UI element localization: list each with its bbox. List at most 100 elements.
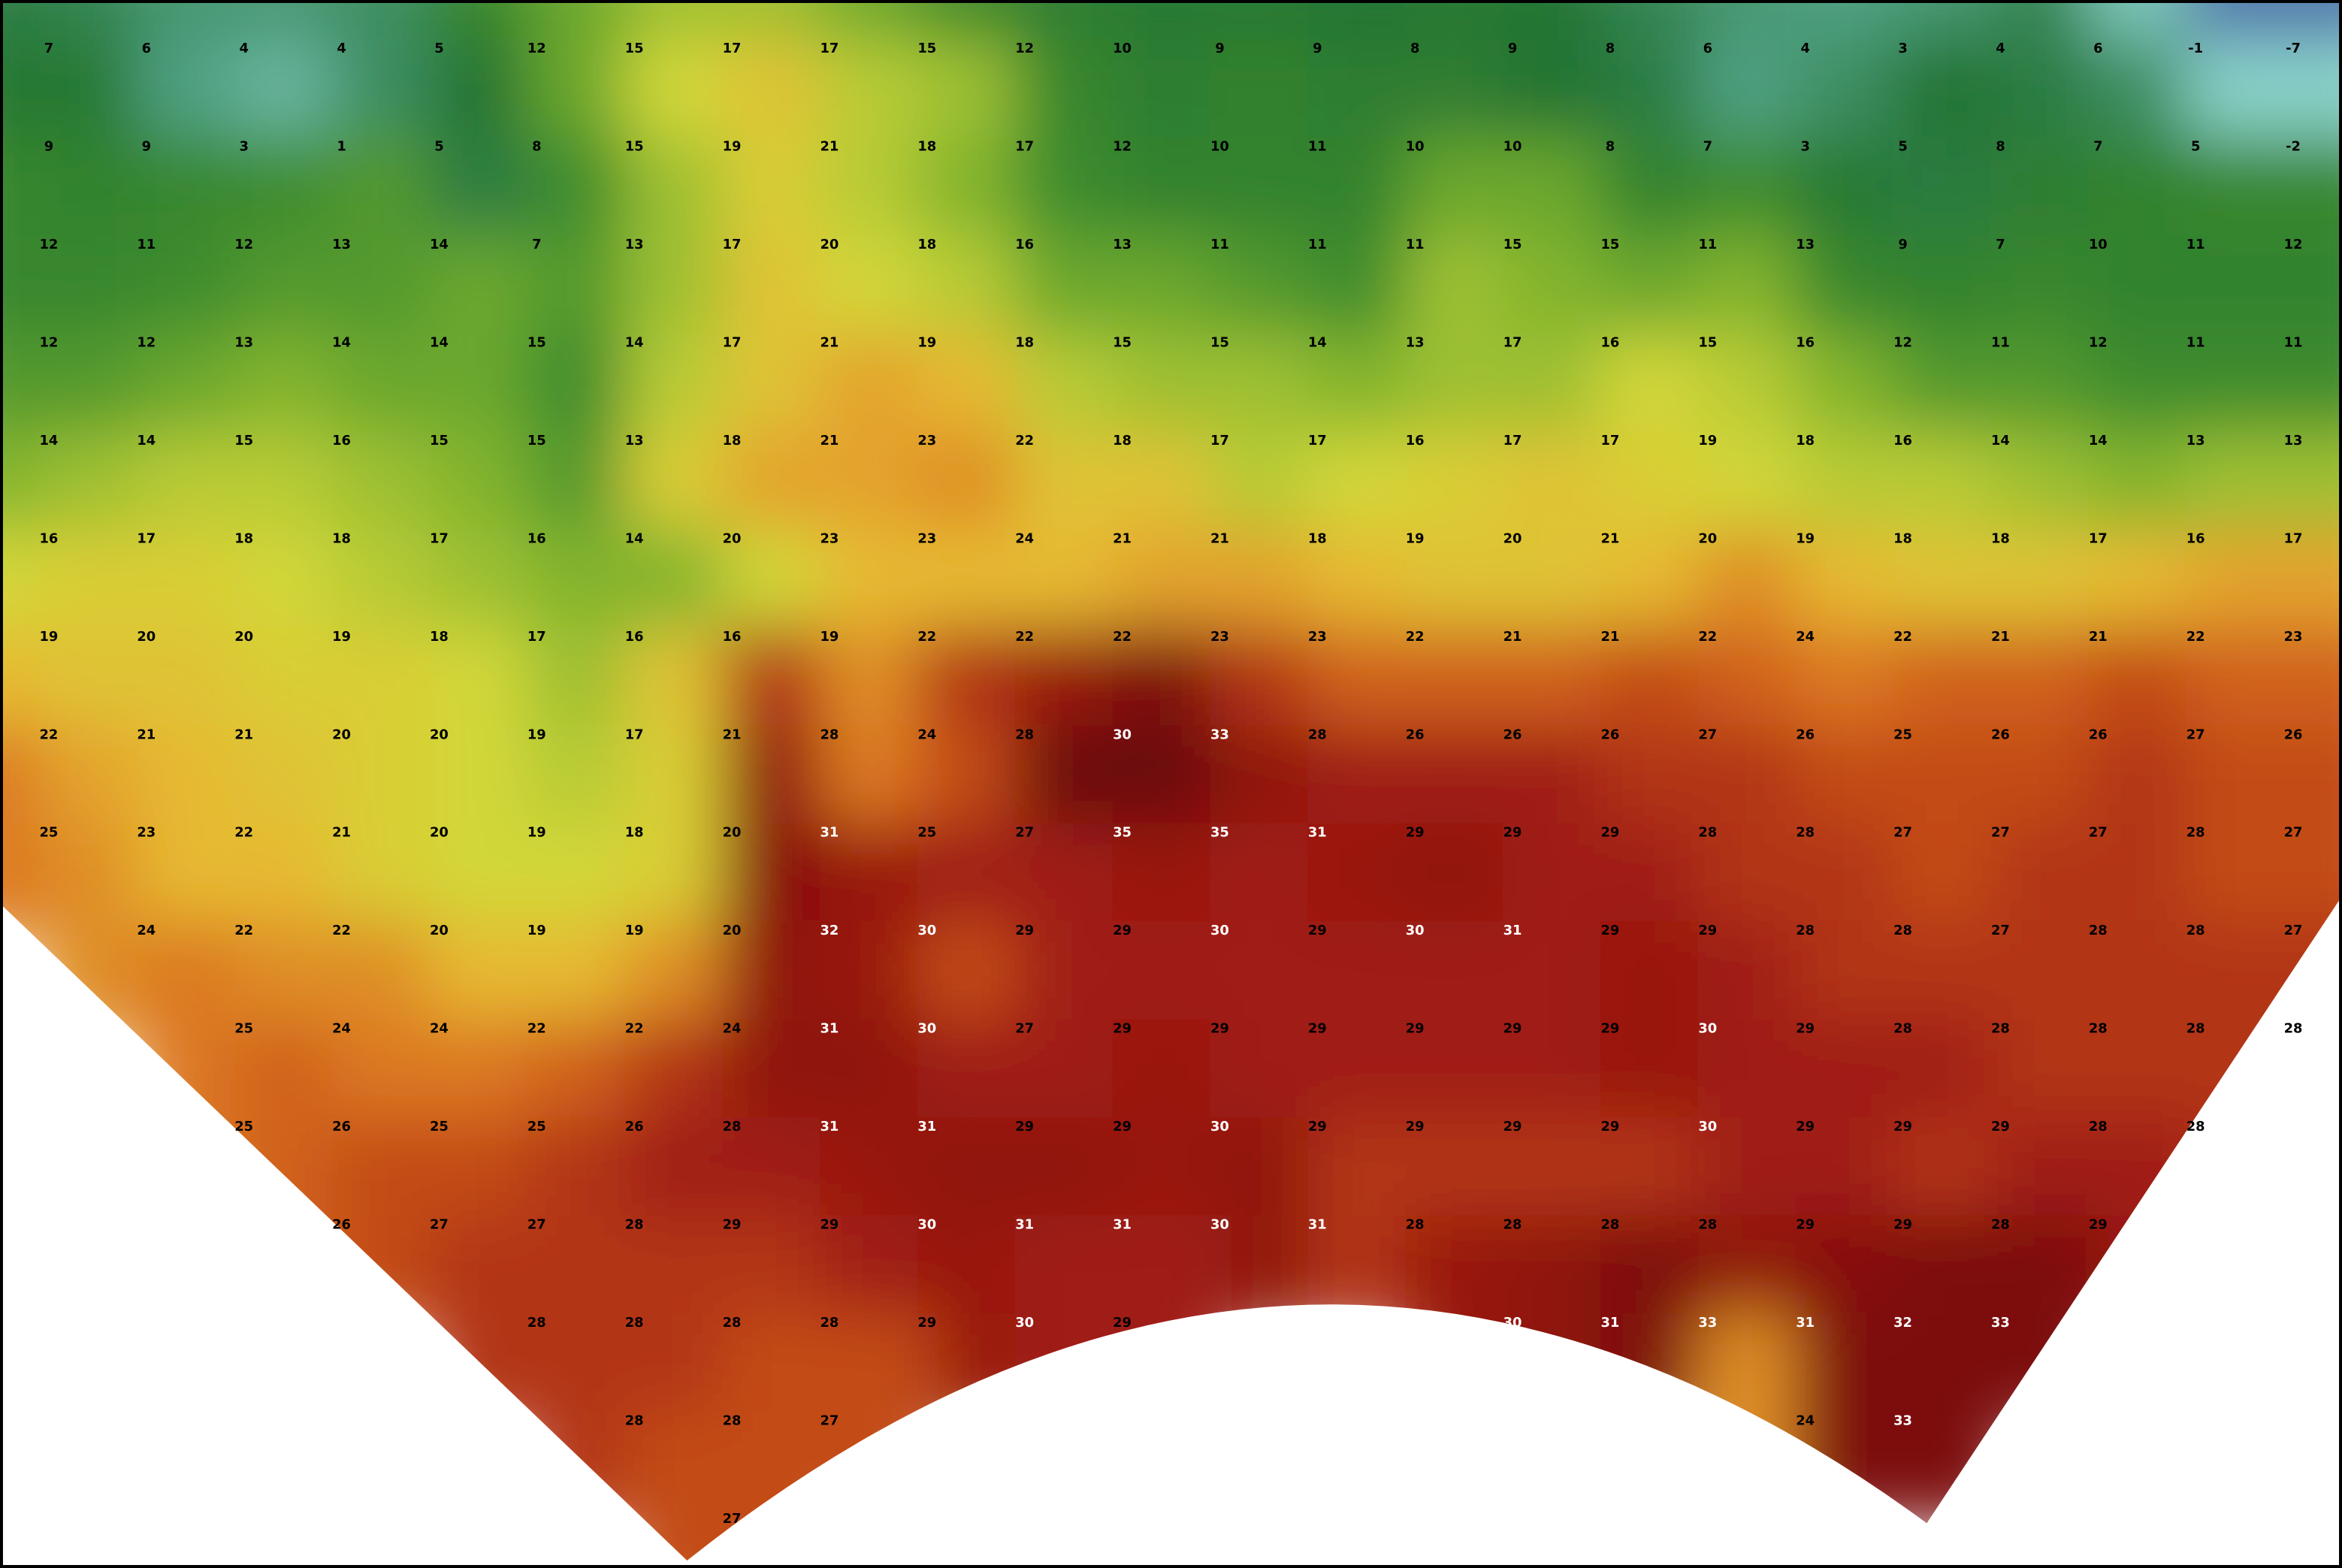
temperature-label: 28	[2186, 1021, 2205, 1037]
temperature-label: 23	[2284, 629, 2303, 645]
temperature-label: 15	[1113, 335, 1132, 351]
temperature-label: 8	[1606, 139, 1615, 155]
temperature-label: 29	[1113, 923, 1132, 938]
temperature-label: 29	[1600, 825, 1619, 841]
temperature-label: 28	[2089, 1119, 2108, 1134]
temperature-label: 9	[1313, 41, 1322, 56]
temperature-label: 6	[2093, 41, 2102, 56]
temperature-label: 28	[1796, 923, 1815, 938]
temperature-label: 8	[532, 139, 541, 155]
temperature-label: 28	[625, 1315, 644, 1331]
temperature-label: 15	[430, 433, 449, 449]
temperature-label: 27	[1991, 825, 2010, 841]
temperature-label: 17	[1503, 335, 1522, 351]
temperature-label: 28	[1796, 825, 1815, 841]
temperature-label: 11	[2186, 335, 2205, 351]
temperature-label: 9	[44, 139, 53, 155]
temperature-label: 12	[2284, 237, 2303, 252]
temperature-label: 29	[917, 1315, 936, 1331]
temperature-label: 13	[2284, 433, 2303, 449]
temperature-label: 5	[2191, 139, 2200, 155]
temperature-label: 17	[723, 237, 742, 252]
temperature-label: 30	[1406, 923, 1425, 938]
temperature-label: 20	[820, 237, 839, 252]
temperature-label: 28	[723, 1412, 742, 1428]
temperature-label: 21	[820, 335, 839, 351]
temperature-label: 27	[2284, 825, 2303, 841]
temperature-label: 26	[332, 1216, 351, 1232]
temperature-label: 24	[1796, 1412, 1815, 1428]
temperature-label: 28	[2089, 1021, 2108, 1037]
temperature-label: 28	[1015, 727, 1034, 742]
temperature-label: 31	[1308, 1216, 1327, 1232]
temperature-label: 23	[1210, 629, 1229, 645]
temperature-labels: 7 6 4 4 5 12 15 17 17 15 12 10 9 9 8 9 8 6 4 3 4 6 -1 -79 9 3 1 5 8 1…	[39, 41, 2302, 1527]
temperature-label: 14	[2089, 433, 2108, 449]
temperature-label: 17	[1600, 433, 1619, 449]
temperature-label: 11	[1406, 237, 1425, 252]
temperature-label: -7	[2286, 41, 2301, 56]
temperature-label: 15	[917, 41, 936, 56]
temperature-label: 29	[1406, 1021, 1425, 1037]
temperature-label: 28	[1600, 1216, 1619, 1232]
temperature-label: 10	[1113, 41, 1132, 56]
temperature-label: 15	[625, 139, 644, 155]
temperature-label: 20	[1698, 530, 1717, 546]
temperature-label: 29	[1893, 1216, 1912, 1232]
temperature-label: 19	[527, 923, 546, 938]
temperature-label: 21	[1113, 530, 1132, 546]
temperature-label: 11	[1308, 139, 1327, 155]
temperature-label: 6	[142, 41, 151, 56]
temperature-label: 21	[820, 433, 839, 449]
temperature-label: 17	[723, 335, 742, 351]
temperature-label: 19	[1406, 530, 1425, 546]
temperature-label: 28	[2284, 1021, 2303, 1037]
temperature-label: 20	[723, 530, 742, 546]
temperature-label: 19	[332, 629, 351, 645]
temperature-label: 25	[430, 1119, 449, 1134]
temperature-label: 28	[2089, 923, 2108, 938]
temperature-label: 27	[2186, 727, 2205, 742]
temperature-label: 11	[1308, 237, 1327, 252]
temperature-label: 29	[1210, 1021, 1229, 1037]
temperature-label: 15	[1600, 237, 1619, 252]
temperature-label: 1	[337, 139, 346, 155]
temperature-label: 24	[723, 1021, 742, 1037]
temperature-label: 20	[723, 923, 742, 938]
temperature-label: 14	[625, 530, 644, 546]
temperature-label: 29	[1796, 1216, 1815, 1232]
temperature-label: 21	[234, 727, 253, 742]
temperature-label: 31	[1600, 1315, 1619, 1331]
temperature-label: 26	[2284, 727, 2303, 742]
temperature-label: 15	[1503, 237, 1522, 252]
temperature-label: 21	[1600, 530, 1619, 546]
temperature-label: 15	[234, 433, 253, 449]
temperature-label: 29	[1308, 923, 1327, 938]
temperature-label: 20	[234, 629, 253, 645]
temperature-label: 28	[1893, 923, 1912, 938]
temperature-label: 14	[430, 335, 449, 351]
temperature-label: 30	[917, 923, 936, 938]
temperature-label: 11	[1210, 237, 1229, 252]
temperature-label: 27	[723, 1511, 742, 1527]
temperature-label: 23	[137, 825, 156, 841]
temperature-label: 14	[1991, 433, 2010, 449]
temperature-label: 28	[723, 1315, 742, 1331]
temperature-label: 18	[625, 825, 644, 841]
temperature-label: 29	[1015, 1119, 1034, 1134]
temperature-label: 19	[625, 923, 644, 938]
temperature-label: 29	[1406, 1119, 1425, 1134]
temperature-label: 25	[917, 825, 936, 841]
temperature-label: 4	[239, 41, 248, 56]
temperature-label: 16	[625, 629, 644, 645]
temperature-label: 29	[1503, 825, 1522, 841]
temperature-label: 26	[2089, 727, 2108, 742]
temperature-label: 20	[1503, 530, 1522, 546]
temperature-label: 28	[625, 1412, 644, 1428]
temperature-label: 12	[1113, 139, 1132, 155]
temperature-label: 29	[1503, 1021, 1522, 1037]
temperature-label: 31	[917, 1119, 936, 1134]
temperature-label: 29	[1796, 1119, 1815, 1134]
